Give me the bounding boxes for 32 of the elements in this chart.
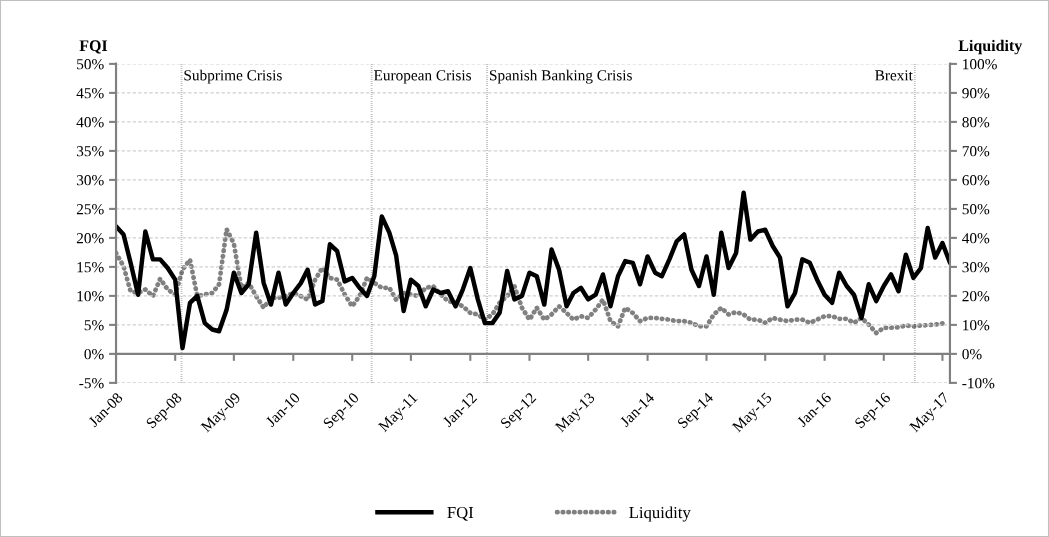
y2-tick-label: 40% xyxy=(962,233,990,244)
y2-tick-label: 10% xyxy=(963,320,990,331)
y-axis-title: FQI xyxy=(79,40,108,54)
y2-tick-label: 20% xyxy=(962,291,990,302)
y-tick-label: 20% xyxy=(76,233,104,244)
y-tick-label: -5% xyxy=(79,378,104,389)
legend-label: Liquidity xyxy=(629,506,691,522)
y-tick-label: 15% xyxy=(77,262,104,273)
y2-tick-label: 90% xyxy=(962,88,990,99)
y-tick-label: 25% xyxy=(76,204,104,215)
ref-line-label: Brexit xyxy=(875,70,913,81)
y-tick-label: 30% xyxy=(76,175,104,186)
y2-tick-label: 70% xyxy=(962,146,990,157)
y2-tick-label: 30% xyxy=(962,262,990,273)
legend-label: FQI xyxy=(447,506,474,521)
y2-tick-label: 100% xyxy=(963,59,997,70)
y2-axis-title: Liquidity xyxy=(958,39,1023,55)
ref-line-label: Spanish Banking Crisis xyxy=(490,69,632,84)
y-tick-label: 40% xyxy=(76,117,104,128)
ref-line-label: Subprime Crisis xyxy=(184,69,282,84)
y-tick-label: 0% xyxy=(84,349,104,360)
y-tick-label: 45% xyxy=(76,88,104,99)
y-tick-label: 10% xyxy=(77,291,104,302)
y2-tick-label: 50% xyxy=(962,204,990,215)
ref-line-label: European Crisis xyxy=(373,70,472,84)
y-tick-label: 35% xyxy=(76,146,104,157)
y-tick-label: 5% xyxy=(84,320,104,331)
y2-tick-label: 60% xyxy=(962,175,990,186)
y-tick-label: 50% xyxy=(77,59,104,70)
y2-tick-label: -10% xyxy=(962,378,995,389)
y2-tick-label: 80% xyxy=(962,117,990,128)
y2-tick-label: 0% xyxy=(962,349,982,360)
